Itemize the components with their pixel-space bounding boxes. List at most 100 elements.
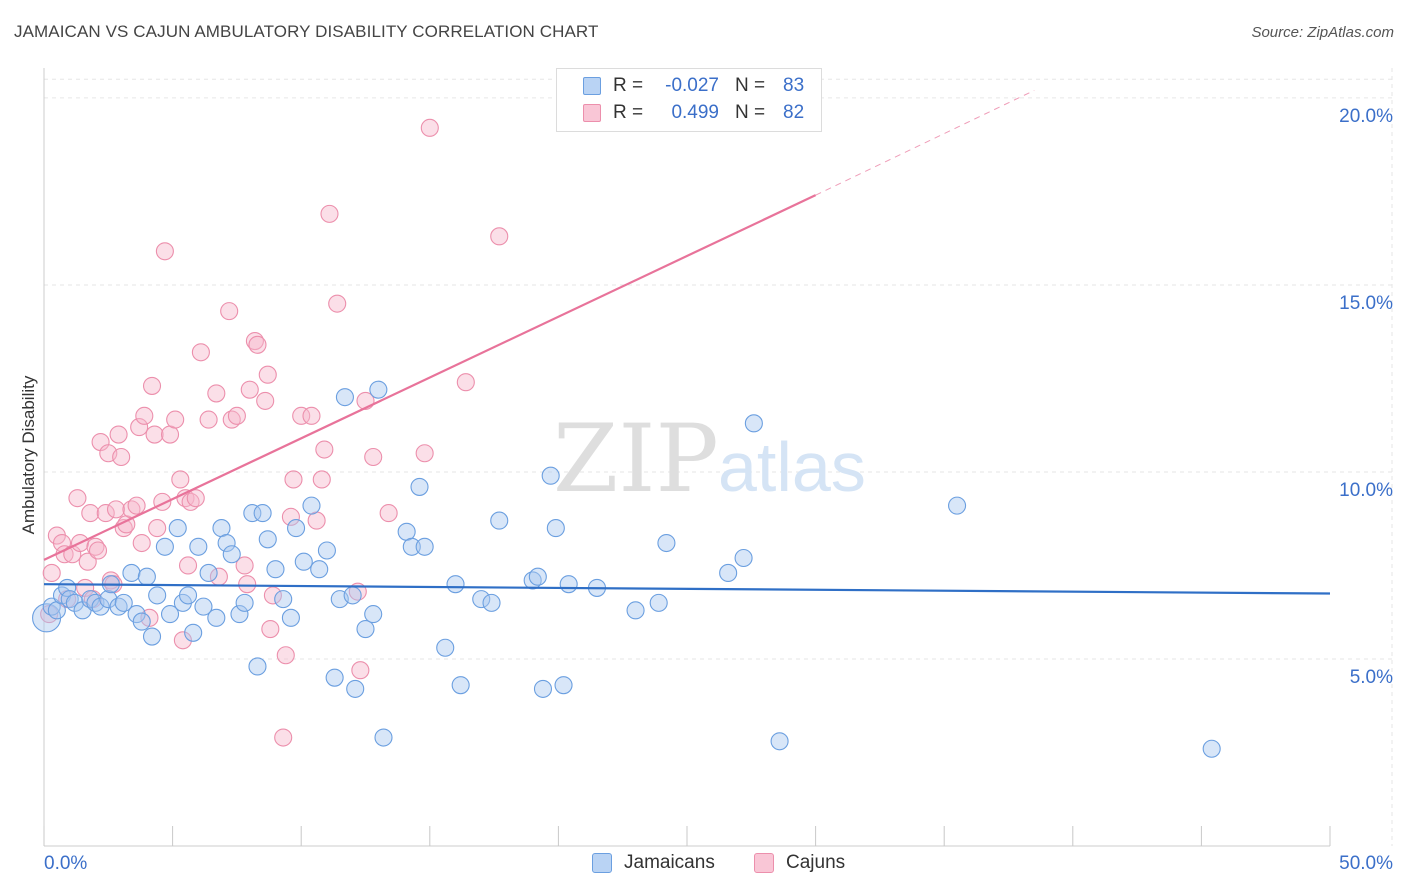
legend-item-cajuns[interactable]: Cajuns	[754, 852, 845, 874]
legend-row-jamaicans: R = -0.027 N = 83	[583, 74, 804, 98]
cajuns-point	[261, 620, 280, 639]
cajuns-point	[456, 373, 475, 392]
legend-r-value: 0.499	[671, 102, 719, 123]
cajuns-point	[328, 294, 347, 313]
jamaicans-point	[649, 593, 668, 612]
chart-source: Source: ZipAtlas.com	[1251, 24, 1394, 41]
jamaicans-point	[948, 496, 967, 515]
jamaicans-point	[369, 380, 388, 399]
cajuns-point	[312, 470, 331, 489]
jamaicans-point	[199, 563, 218, 583]
cajuns-point	[379, 504, 398, 523]
jamaicans-point	[266, 560, 285, 579]
cajuns-point	[42, 563, 61, 583]
jamaicans-point	[222, 545, 241, 564]
cajuns-point	[227, 406, 246, 425]
jamaicans-point	[155, 537, 174, 556]
cajuns-point	[276, 646, 295, 665]
jamaicans-point	[343, 586, 362, 605]
jamaicans-point	[148, 586, 167, 605]
cajuns-trend-extension	[815, 89, 1035, 196]
jamaicans-point	[451, 676, 470, 695]
jamaicans-point	[189, 537, 208, 556]
x-tick-label: 50.0%	[1339, 853, 1393, 874]
jamaicans-point	[719, 563, 738, 583]
jamaicans-point	[554, 676, 573, 695]
cajuns-point	[364, 447, 383, 467]
jamaicans-point	[626, 601, 645, 620]
watermark: ZIP atlas	[553, 405, 866, 514]
cajuns-point	[78, 552, 97, 571]
jamaicans-point	[770, 732, 789, 751]
jamaicans-point	[281, 608, 300, 627]
cajuns-point	[186, 489, 205, 508]
jamaicans-point	[546, 519, 565, 538]
jamaicans-point	[253, 504, 272, 523]
jamaicans-point	[415, 537, 434, 556]
jamaicans-point	[346, 679, 365, 698]
y-tick-label: 10.0%	[1339, 480, 1393, 501]
cajuns-point	[68, 489, 87, 508]
axes-layer	[43, 68, 1331, 847]
jamaicans-point	[490, 511, 509, 530]
cajuns-point	[112, 447, 131, 467]
legend-n-label: N =	[735, 75, 766, 96]
jamaicans-point	[302, 496, 321, 515]
jamaicans-point	[317, 541, 336, 560]
cajuns-point	[132, 533, 151, 553]
cajuns-point	[415, 444, 434, 463]
legend-r-value: -0.027	[665, 75, 719, 96]
jamaicans-point	[294, 552, 313, 571]
jamaicans-point	[160, 605, 180, 624]
y-tick-label: 20.0%	[1339, 106, 1393, 127]
jamaicans-point	[446, 575, 465, 594]
jamaicans-point	[533, 679, 553, 698]
jamaicans-point	[325, 668, 344, 687]
cajuns-point	[155, 242, 174, 261]
watermark-atlas: atlas	[718, 428, 866, 506]
jamaicans-point	[528, 567, 547, 586]
cajuns-point	[191, 343, 210, 362]
jamaicans-legend-swatch	[592, 853, 612, 873]
legend-n-value: 83	[783, 75, 805, 96]
cajuns-point	[420, 118, 439, 137]
cajuns-point	[109, 425, 128, 444]
jamaicans-point	[184, 623, 203, 642]
legend-row-cajuns: R = 0.499 N = 82	[583, 101, 804, 125]
jamaicans-point	[364, 605, 383, 624]
cajuns-point	[148, 519, 167, 538]
cajuns-trend-line	[43, 194, 817, 561]
jamaicans-point	[482, 593, 501, 612]
cajuns-point	[81, 504, 100, 523]
legend-r-label: R =	[613, 102, 644, 123]
cajuns-swatch	[583, 104, 601, 122]
cajuns-point	[173, 631, 192, 650]
cajuns-point	[248, 335, 267, 354]
cajuns-point	[130, 418, 149, 437]
cajuns-point	[178, 556, 198, 575]
jamaicans-point	[194, 597, 213, 616]
jamaicans-point	[744, 414, 763, 433]
cajuns-point	[235, 556, 254, 575]
jamaicans-point	[230, 605, 249, 624]
cajuns-point	[238, 575, 257, 594]
jamaicans-point	[472, 590, 491, 609]
chart-title: JAMAICAN VS CAJUN AMBULATORY DISABILITY …	[14, 22, 599, 41]
jamaicans-point	[410, 477, 429, 496]
cajuns-point	[256, 391, 275, 410]
jamaicans-point	[1202, 739, 1221, 758]
jamaicans-point	[734, 548, 753, 568]
jamaicans-point	[258, 530, 277, 549]
cajuns-point	[284, 470, 303, 489]
cajuns-point	[220, 302, 239, 321]
legend-item-jamaicans[interactable]: Jamaicans	[592, 852, 715, 874]
jamaicans-point	[287, 519, 306, 538]
jamaicans-point	[142, 627, 162, 646]
legend-r-label: R =	[613, 75, 644, 96]
cajuns-point	[145, 425, 164, 444]
trend-layer	[43, 89, 1331, 595]
cajuns-point	[88, 541, 108, 560]
jamaicans-point	[356, 620, 375, 639]
ticks-layer: 5.0% 10.0% 15.0% 20.0% 0.0% 50.0%	[44, 106, 1393, 874]
